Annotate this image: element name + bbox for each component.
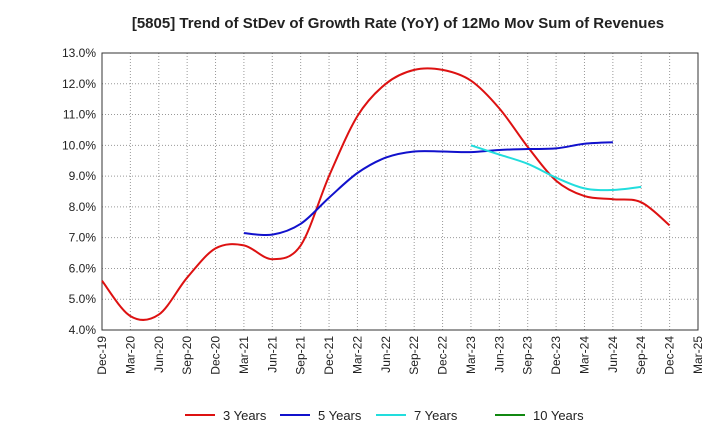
- x-tick-label: Sep-21: [294, 336, 308, 375]
- series-line-5-years: [243, 141, 613, 237]
- x-tick-label: Dec-20: [209, 336, 223, 375]
- y-tick-label: 13.0%: [62, 46, 96, 60]
- y-tick-label: 5.0%: [69, 292, 97, 306]
- x-tick-label: Sep-24: [634, 336, 648, 375]
- x-tick-label: Sep-22: [407, 336, 421, 375]
- x-tick-label: Mar-21: [237, 336, 251, 374]
- plot-area: [101, 52, 699, 331]
- x-tick-label: Mar-24: [577, 336, 591, 374]
- x-tick-label: Sep-20: [180, 336, 194, 375]
- x-tick-label: Dec-22: [436, 336, 450, 375]
- series-line-3-years: [101, 67, 671, 321]
- series-line-7-years: [470, 144, 642, 192]
- legend-label-7-years: 7 Years: [414, 408, 458, 423]
- x-tick-label: Sep-23: [521, 336, 535, 375]
- x-tick-label: Dec-19: [95, 336, 109, 375]
- y-tick-label: 9.0%: [69, 169, 97, 183]
- x-tick-label: Jun-20: [152, 336, 166, 373]
- x-axis: Dec-19 Mar-20 Jun-20 Sep-20 Dec-20 Mar-21 Jun-…: [95, 336, 705, 375]
- legend-label-3-years: 3 Years: [223, 408, 267, 423]
- x-tick-label: Mar-20: [123, 336, 137, 374]
- x-tick-label: Jun-23: [492, 336, 506, 373]
- y-tick-label: 4.0%: [69, 323, 97, 337]
- y-tick-label: 6.0%: [69, 261, 97, 275]
- x-tick-label: Dec-23: [549, 336, 563, 375]
- y-tick-label: 10.0%: [62, 138, 96, 152]
- x-tick-label: Jun-24: [606, 336, 620, 373]
- legend: 3 Years 5 Years 7 Years 10 Years: [185, 408, 584, 423]
- y-tick-label: 12.0%: [62, 77, 96, 91]
- x-tick-label: Mar-25: [691, 336, 705, 374]
- legend-label-5-years: 5 Years: [318, 408, 362, 423]
- y-tick-label: 7.0%: [69, 231, 97, 245]
- series-lines: [101, 67, 671, 321]
- x-tick-label: Mar-23: [464, 336, 478, 374]
- y-tick-label: 11.0%: [63, 108, 96, 122]
- y-tick-label: 8.0%: [69, 200, 97, 214]
- x-tick-label: Jun-21: [265, 336, 279, 373]
- x-tick-label: Dec-24: [663, 336, 677, 375]
- legend-label-10-years: 10 Years: [533, 408, 584, 423]
- x-tick-label: Dec-21: [322, 336, 336, 375]
- grid: [102, 53, 698, 330]
- y-axis: 4.0% 5.0% 6.0% 7.0% 8.0% 9.0% 10.0% 11.0% 12.0% 1…: [62, 46, 96, 337]
- chart-title: [5805] Trend of StDev of Growth Rate (Yo…: [132, 15, 664, 32]
- x-tick-label: Mar-22: [350, 336, 364, 374]
- x-tick-label: Jun-22: [379, 336, 393, 373]
